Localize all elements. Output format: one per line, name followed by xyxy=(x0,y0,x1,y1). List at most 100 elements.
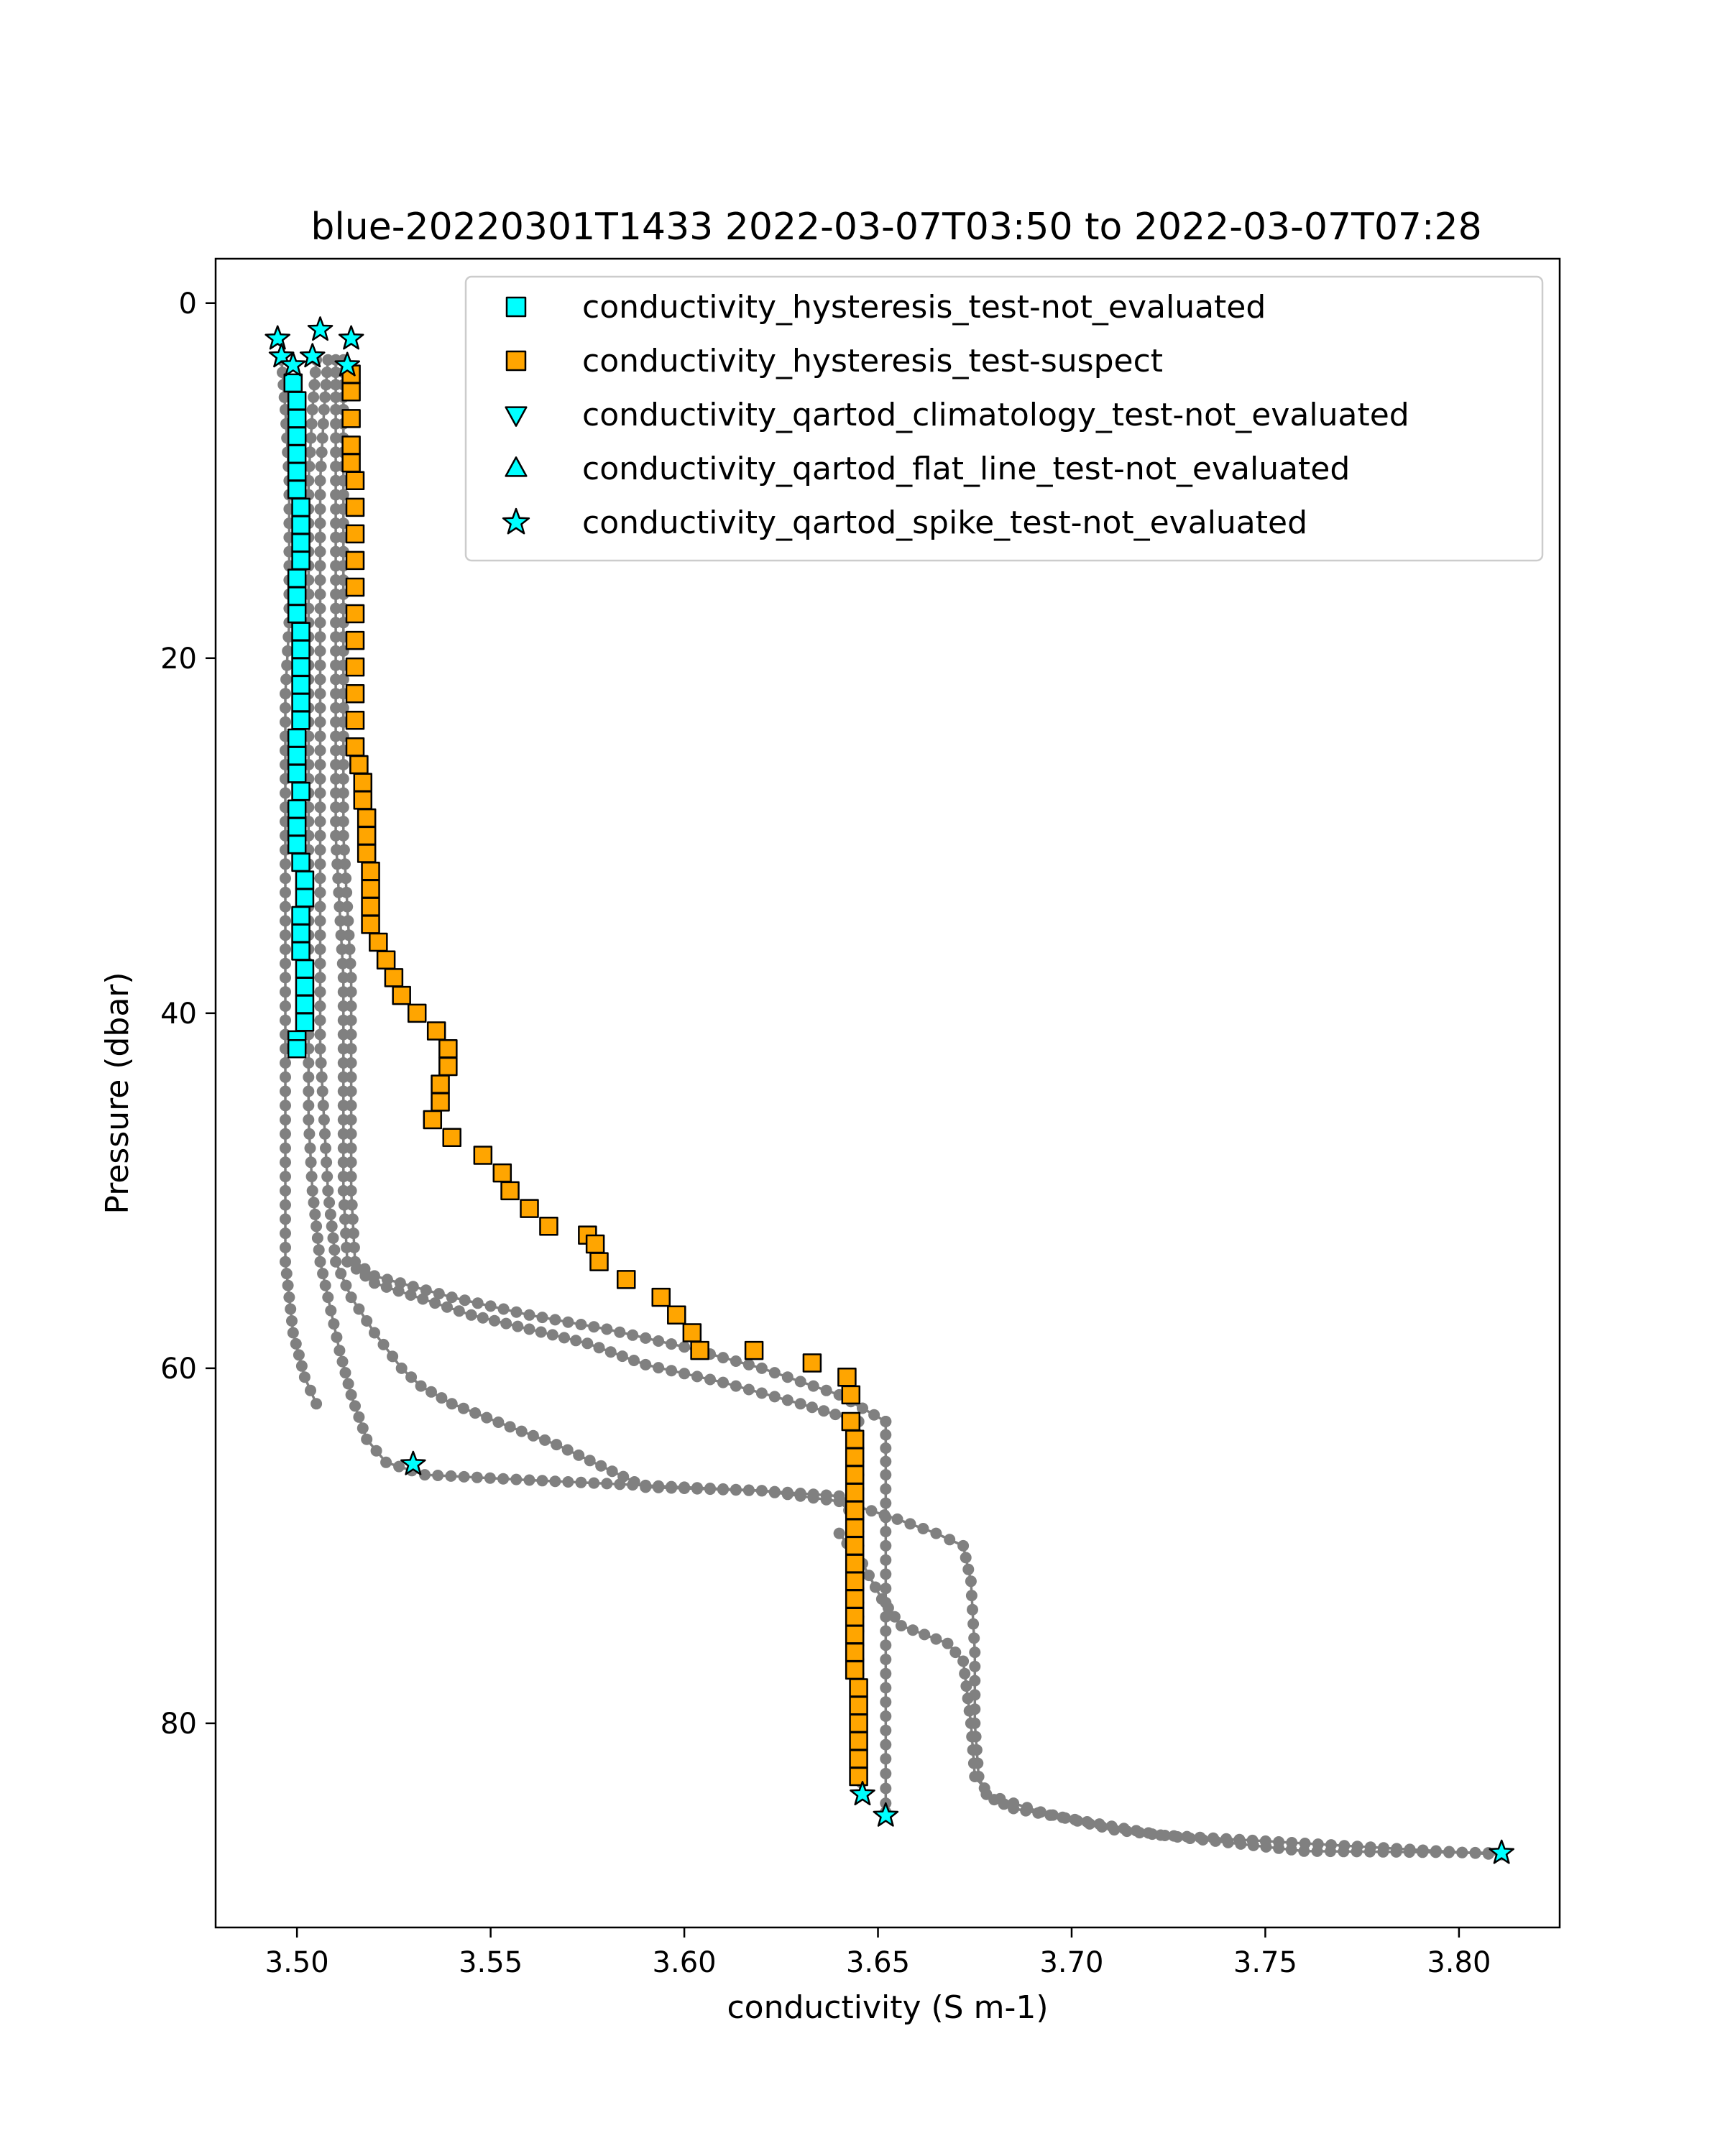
profile-point xyxy=(880,1682,892,1694)
profile-point xyxy=(717,1376,729,1388)
profile-point xyxy=(280,1100,291,1112)
profile-point xyxy=(742,1484,755,1496)
profile-point xyxy=(370,1445,382,1457)
profile-point xyxy=(309,367,321,379)
data-point-square xyxy=(287,746,307,765)
data-point-square xyxy=(667,1305,686,1325)
profile-point xyxy=(314,560,326,572)
data-point-square xyxy=(492,1163,512,1183)
profile-point xyxy=(441,1301,453,1313)
profile-point xyxy=(678,1368,691,1380)
profile-point xyxy=(504,1421,516,1433)
data-point-square xyxy=(589,1252,609,1271)
profile-point xyxy=(1443,1846,1455,1858)
profile-point xyxy=(314,745,326,757)
data-point-square xyxy=(291,640,310,659)
profile-point xyxy=(335,1268,347,1280)
data-point-square xyxy=(295,888,315,908)
profile-point xyxy=(290,1337,302,1350)
profile-point xyxy=(330,1256,342,1268)
profile-point xyxy=(322,1291,334,1304)
profile-point xyxy=(588,1321,600,1333)
profile-point xyxy=(345,1100,357,1112)
profile-point xyxy=(280,929,291,941)
profile-point xyxy=(337,773,349,785)
data-point-square xyxy=(341,453,361,473)
profile-point xyxy=(536,1312,548,1324)
data-point-square xyxy=(345,524,365,544)
profile-point xyxy=(345,1085,357,1097)
data-point-square xyxy=(802,1353,822,1373)
profile-point xyxy=(1378,1842,1389,1854)
y-axis-label: Pressure (dbar) xyxy=(99,972,136,1214)
profile-point xyxy=(1142,1827,1154,1839)
profile-point xyxy=(857,1402,868,1414)
data-point-square xyxy=(287,479,307,499)
profile-point xyxy=(880,1710,892,1722)
profile-point xyxy=(315,1057,327,1069)
profile-point xyxy=(314,489,326,501)
legend-label: conductivity_hysteresis_test-not_evaluat… xyxy=(582,289,1266,326)
data-point-square xyxy=(287,586,307,606)
profile-point xyxy=(794,1376,806,1388)
profile-point xyxy=(314,929,326,941)
profile-point xyxy=(280,1156,291,1169)
data-point-square xyxy=(682,1323,702,1342)
data-point-square xyxy=(291,622,310,641)
profile-point xyxy=(471,1471,483,1483)
plot-frame xyxy=(214,257,1561,1929)
data-point-square xyxy=(295,995,315,1014)
profile-point xyxy=(717,1483,729,1496)
profile-point xyxy=(878,1509,891,1521)
data-point-square xyxy=(287,799,307,819)
profile-point xyxy=(314,730,326,742)
profile-point xyxy=(527,1429,539,1442)
profile-point xyxy=(988,1794,1000,1806)
profile-point xyxy=(546,1329,558,1341)
profile-point xyxy=(321,367,333,379)
profile-2 xyxy=(314,354,865,1513)
profile-point xyxy=(314,972,326,984)
profile-point xyxy=(314,915,326,927)
profile-point xyxy=(314,759,326,770)
profile-point xyxy=(457,1402,469,1414)
x-axis: 3.50 3.55 3.60 3.65 3.70 3.75 3.80 xyxy=(265,1927,1491,1979)
profile-point xyxy=(1181,1830,1193,1843)
profile-point xyxy=(781,1486,794,1498)
data-point-star xyxy=(850,1781,875,1806)
data-point-square xyxy=(361,861,380,881)
data-point-square xyxy=(369,932,388,952)
profile-point xyxy=(320,379,332,391)
profile-point xyxy=(337,787,349,799)
profile-point xyxy=(314,688,326,700)
profile-point xyxy=(314,1000,326,1012)
profile-point xyxy=(356,1422,369,1434)
profile-point xyxy=(1299,1838,1311,1849)
profile-point xyxy=(314,829,326,842)
profile-point xyxy=(280,1199,291,1211)
data-point-square xyxy=(744,1340,764,1360)
profile-point xyxy=(314,787,326,799)
profile-point xyxy=(305,1384,316,1396)
profile-point xyxy=(1233,1833,1246,1846)
data-point-square xyxy=(345,604,365,624)
data-point-square xyxy=(837,1367,857,1387)
profile-point xyxy=(345,1014,357,1026)
profile-point xyxy=(280,858,291,870)
y-tick-label: 80 xyxy=(160,1708,197,1741)
profile-point xyxy=(314,872,326,885)
profile-point xyxy=(1391,1843,1403,1855)
profile-point xyxy=(820,1489,832,1501)
profile-point xyxy=(691,1370,703,1383)
profile-point xyxy=(880,1782,892,1795)
y-tick-label: 0 xyxy=(179,287,197,321)
data-point-square xyxy=(287,604,307,624)
data-point-square xyxy=(845,1572,865,1591)
profile-point xyxy=(1168,1830,1180,1842)
profile-point xyxy=(593,1342,605,1354)
profile-point xyxy=(616,1350,628,1363)
legend-marker-square xyxy=(505,350,527,372)
profile-point xyxy=(880,1753,892,1765)
profile-point xyxy=(833,1527,845,1539)
profile-point xyxy=(415,1380,427,1392)
